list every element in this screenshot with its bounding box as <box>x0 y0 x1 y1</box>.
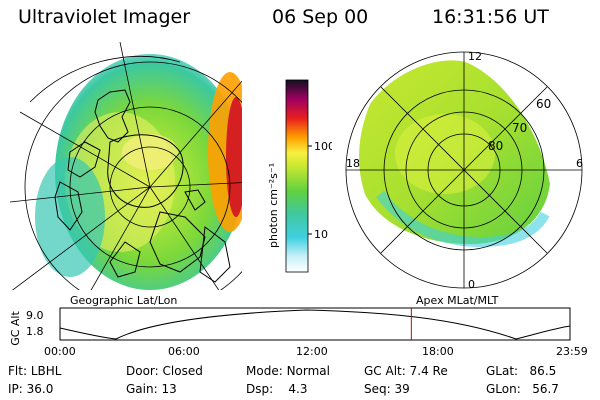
xtick-0000: 00:00 <box>44 345 76 358</box>
colorbar-tick-100: 100 <box>314 140 332 153</box>
status-seq: Seq: 39 <box>364 382 410 396</box>
status-dsp: Dsp: 4.3 <box>246 382 308 396</box>
mlt-label-0: 0 <box>468 278 475 291</box>
latlon-grid <box>10 42 242 290</box>
altitude-timeline-plot <box>59 307 571 341</box>
status-filter-value: LBHL <box>30 364 62 378</box>
mlt-label-12: 12 <box>468 50 482 63</box>
lat-label-80: 80 <box>488 139 503 153</box>
status-glat-value: 86.5 <box>529 364 557 378</box>
status-mode-value: Normal <box>286 364 330 378</box>
altitude-ytick-high: 9.0 <box>26 309 44 322</box>
status-glon: GLon: 56.7 <box>486 382 559 396</box>
altitude-curve <box>59 309 571 340</box>
colorbar: 100 10 photon cm⁻²s⁻¹ <box>267 79 332 273</box>
xtick-2359: 23:59 <box>556 345 588 358</box>
status-glon-value: 56.7 <box>532 382 559 396</box>
status-filter: Flt: LBHL <box>8 364 62 378</box>
xtick-1800: 18:00 <box>422 345 454 358</box>
status-door: Door: Closed <box>126 364 203 378</box>
instrument-title: Ultraviolet Imager <box>18 6 191 28</box>
status-gain: Gain: 13 <box>126 382 177 396</box>
colorbar-unit-label: photon cm⁻²s⁻¹ <box>267 163 280 248</box>
date-label: 06 Sep 00 <box>272 6 369 28</box>
status-ip: IP: 36.0 <box>8 382 54 396</box>
lat-label-60: 60 <box>536 97 551 111</box>
status-gc-alt: GC Alt: 7.4 Re <box>364 364 448 378</box>
mlt-label-6: 6 <box>576 157 583 170</box>
status-mode: Mode: Normal <box>246 364 330 378</box>
xtick-0600: 06:00 <box>168 345 200 358</box>
status-gain-value: 13 <box>161 382 177 396</box>
colorbar-tick-10: 10 <box>314 228 328 241</box>
status-ip-value: 36.0 <box>26 382 54 396</box>
mlt-label-18: 18 <box>346 157 360 170</box>
altitude-axis-label: GC Alt <box>8 311 22 346</box>
altitude-ytick-low: 1.8 <box>26 325 44 338</box>
time-label: 16:31:56 UT <box>432 6 549 28</box>
status-door-value: Closed <box>162 364 203 378</box>
status-glat: GLat: 86.5 <box>486 364 557 378</box>
mlat-mlt-grid <box>345 51 583 289</box>
left-panel-caption: Geographic Lat/Lon <box>70 294 178 307</box>
lat-label-70: 70 <box>512 121 527 135</box>
status-gc-alt-value: 7.4 Re <box>409 364 448 378</box>
status-seq-value: 39 <box>394 382 410 396</box>
magnetic-polar-plot: 12 18 6 0 60 70 80 <box>345 50 583 291</box>
status-dsp-value: 4.3 <box>288 382 308 396</box>
geographic-map <box>10 42 242 290</box>
right-panel-caption: Apex MLat/MLT <box>416 294 499 307</box>
coastlines <box>54 89 231 283</box>
xtick-1200: 12:00 <box>296 345 328 358</box>
